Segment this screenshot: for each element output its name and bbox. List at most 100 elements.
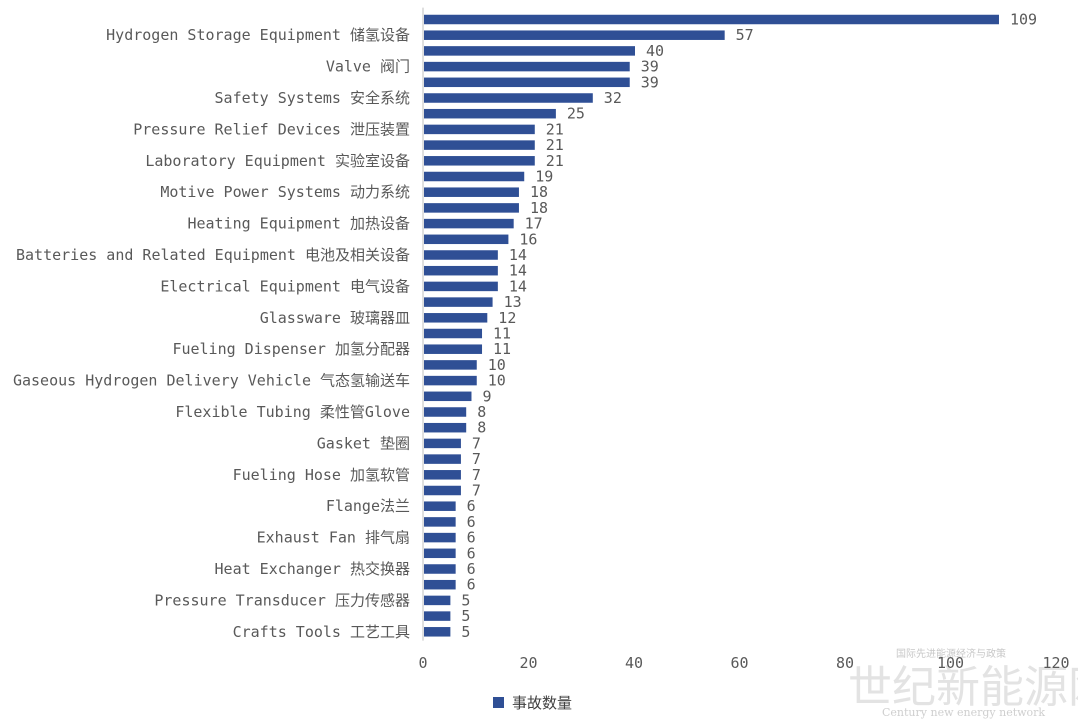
- bar-value-label: 7: [472, 450, 481, 468]
- category-label: Valve 阀门: [326, 58, 410, 76]
- category-label: Gasket 垫圈: [317, 434, 410, 452]
- bar-value-label: 18: [530, 199, 548, 217]
- bar: [424, 46, 635, 56]
- bar-value-label: 18: [530, 183, 548, 201]
- bar: [424, 14, 999, 25]
- bar-value-label: 21: [546, 152, 564, 170]
- bar: [424, 438, 461, 449]
- bar-value-label: 12: [498, 309, 516, 327]
- category-label: Safety Systems 安全系统: [215, 89, 410, 107]
- category-label: Glassware 玻璃器皿: [260, 309, 410, 327]
- category-label: Pressure Relief Devices 泄压装置: [133, 120, 410, 138]
- bar: [424, 360, 477, 370]
- category-label: Exhaust Fan 排气扇: [257, 529, 410, 547]
- bar-value-label: 7: [472, 482, 481, 500]
- x-tick-label: 120: [1042, 654, 1069, 672]
- bar: [424, 548, 456, 559]
- bar-value-label: 14: [509, 246, 527, 264]
- bar: [424, 77, 630, 88]
- bar: [424, 218, 514, 229]
- bar: [424, 627, 451, 637]
- bar-value-label: 6: [467, 497, 476, 515]
- x-tick-label: 20: [519, 654, 537, 672]
- bar: [424, 93, 593, 103]
- bar-value-label: 7: [472, 434, 481, 452]
- bar: [424, 30, 725, 40]
- category-label: Batteries and Related Equipment 电池及相关设备: [16, 246, 410, 264]
- bar: [424, 470, 461, 480]
- bar-value-label: 21: [546, 120, 564, 138]
- bar-value-label: 109: [1010, 11, 1037, 29]
- legend-swatch: [493, 697, 504, 708]
- watermark: 国际先进能源经济与政策 世纪新能源网 Century new energy ne…: [848, 647, 1078, 719]
- bar-value-label: 25: [567, 105, 585, 123]
- bar-value-label: 5: [461, 623, 470, 641]
- category-label: Heating Equipment 加热设备: [187, 215, 410, 233]
- x-tick-label: 80: [836, 654, 854, 672]
- bar: [424, 595, 451, 606]
- bar-value-label: 6: [467, 544, 476, 562]
- x-tick-label: 100: [937, 654, 964, 672]
- bar-value-label: 57: [736, 26, 754, 44]
- bar-value-label: 5: [461, 591, 470, 609]
- category-label: Flange法兰: [326, 497, 410, 515]
- plot-area: 1095740393932252121211918181716141414131…: [13, 7, 1070, 672]
- bar: [424, 124, 535, 135]
- category-label: Crafts Tools 工艺工具: [233, 623, 410, 641]
- bar: [424, 203, 519, 213]
- bar: [424, 344, 483, 354]
- category-label: Pressure Transducer 压力传感器: [154, 591, 410, 609]
- bar-value-label: 14: [509, 262, 527, 280]
- category-label: Flexible Tubing 柔性管Glove: [175, 403, 410, 421]
- bar-value-label: 8: [477, 419, 486, 437]
- bar-value-label: 6: [467, 529, 476, 547]
- category-label: Fueling Dispenser 加氢分配器: [172, 340, 410, 358]
- bar-value-label: 10: [488, 372, 506, 390]
- bar: [424, 297, 493, 307]
- bar: [424, 611, 451, 621]
- bar: [424, 564, 456, 574]
- bar-value-label: 40: [646, 42, 664, 60]
- category-label: Gaseous Hydrogen Delivery Vehicle 气态氢输送车: [13, 372, 410, 390]
- bar-value-label: 32: [604, 89, 622, 107]
- bar-value-label: 14: [509, 277, 527, 295]
- bar: [424, 579, 456, 590]
- bar: [424, 517, 456, 527]
- bar: [424, 171, 525, 182]
- bar-value-label: 19: [535, 168, 553, 186]
- legend: 事故数量: [493, 694, 572, 712]
- bar: [424, 375, 477, 386]
- bar: [424, 156, 535, 166]
- bar: [424, 328, 483, 339]
- bar: [424, 407, 467, 417]
- bar-value-label: 6: [467, 560, 476, 578]
- bar-value-label: 17: [525, 215, 543, 233]
- bar-value-label: 21: [546, 136, 564, 154]
- category-label: Electrical Equipment 电气设备: [160, 277, 410, 295]
- bar-value-label: 9: [482, 387, 491, 405]
- category-label: Hydrogen Storage Equipment 储氢设备: [106, 26, 410, 44]
- bar: [424, 140, 535, 150]
- category-label: Laboratory Equipment 实验室设备: [145, 152, 410, 170]
- x-tick-label: 40: [625, 654, 643, 672]
- bar: [424, 250, 498, 260]
- watermark-main-text: 世纪新能源网: [848, 662, 1078, 713]
- bar-value-label: 39: [641, 73, 659, 91]
- bar: [424, 108, 556, 119]
- watermark-top-text: 国际先进能源经济与政策: [896, 647, 1006, 660]
- bar-value-label: 11: [493, 340, 511, 358]
- bar: [424, 61, 630, 72]
- bar-value-label: 13: [504, 293, 522, 311]
- category-label: Heat Exchanger 热交换器: [215, 560, 410, 578]
- bar: [424, 532, 456, 543]
- category-label: Fueling Hose 加氢软管: [233, 466, 410, 484]
- bar-value-label: 7: [472, 466, 481, 484]
- category-label: Motive Power Systems 动力系统: [160, 183, 410, 201]
- bar-value-label: 6: [467, 513, 476, 531]
- bar-value-label: 5: [461, 607, 470, 625]
- x-tick-label: 60: [730, 654, 748, 672]
- bar: [424, 234, 509, 245]
- bar-value-label: 10: [488, 356, 506, 374]
- watermark-sub-text: Century new energy network: [882, 706, 1045, 719]
